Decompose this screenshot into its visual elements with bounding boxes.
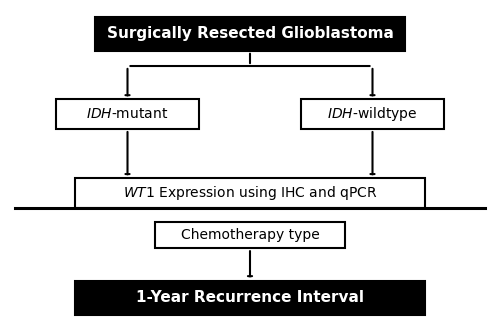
FancyBboxPatch shape: [56, 99, 199, 129]
Text: 1-Year Recurrence Interval: 1-Year Recurrence Interval: [136, 290, 364, 305]
Text: Surgically Resected Glioblastoma: Surgically Resected Glioblastoma: [106, 26, 394, 41]
Text: $\it{IDH}$-mutant: $\it{IDH}$-mutant: [86, 107, 168, 121]
FancyBboxPatch shape: [155, 222, 345, 248]
FancyBboxPatch shape: [75, 178, 425, 208]
FancyBboxPatch shape: [75, 281, 425, 315]
FancyBboxPatch shape: [95, 17, 405, 51]
Text: Chemotherapy type: Chemotherapy type: [180, 228, 320, 242]
FancyBboxPatch shape: [301, 99, 444, 129]
Text: $\it{IDH}$-wildtype: $\it{IDH}$-wildtype: [328, 105, 418, 123]
Text: $\it{WT1}$ Expression using IHC and qPCR: $\it{WT1}$ Expression using IHC and qPCR: [122, 184, 378, 202]
